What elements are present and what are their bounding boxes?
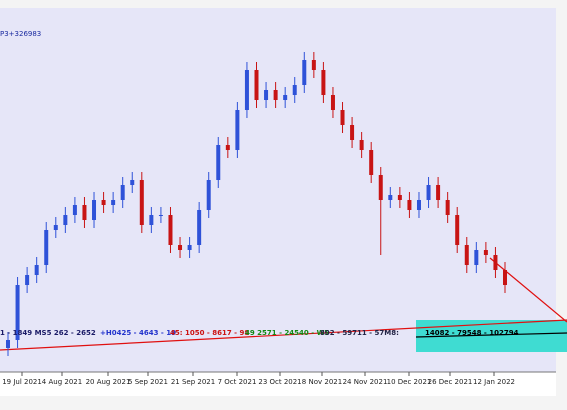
- candle-body: [273, 90, 278, 100]
- candle-body: [72, 205, 77, 215]
- candle-body: [101, 200, 106, 205]
- candle-body: [455, 215, 460, 245]
- annotation: +H0425 - 4643 - 19: [100, 329, 176, 337]
- candle-body: [474, 250, 479, 265]
- candle-body: [158, 215, 163, 216]
- candle-body: [436, 185, 441, 200]
- x-tick-label: 24 Nov 2021: [343, 378, 388, 386]
- candle-body: [149, 215, 154, 225]
- projection-line: [489, 257, 567, 323]
- candle-body: [92, 200, 97, 220]
- candle-body: [292, 85, 297, 95]
- candle-body: [111, 200, 116, 205]
- candle-body: [264, 90, 269, 100]
- x-tick-label: 26 Dec 2021: [428, 378, 473, 386]
- x-tick-label: 7 Oct 2021: [218, 378, 257, 386]
- chart-title: P3+326983: [0, 30, 41, 38]
- candle-body: [120, 185, 125, 200]
- candle-body: [187, 245, 192, 250]
- candle-body: [493, 255, 498, 270]
- candle-body: [254, 70, 259, 100]
- x-tick-label: 12 Jan 2022: [473, 378, 515, 386]
- candle-body: [34, 265, 39, 275]
- candle-body: [168, 215, 173, 245]
- candle-body: [197, 210, 202, 245]
- candle-body: [350, 125, 355, 140]
- x-tick-label: 21 Sep 2021: [171, 378, 215, 386]
- candle-body: [130, 180, 135, 185]
- candle-body: [15, 285, 20, 340]
- annotation: 14082 - 79548 - 102794: [425, 329, 519, 337]
- candle-body: [445, 200, 450, 215]
- trend-line: [0, 319, 567, 351]
- candle-body: [330, 95, 335, 110]
- annotation: 45: 1050 - 8617 - 98: [170, 329, 249, 337]
- candle-body: [464, 245, 469, 265]
- candle-body: [235, 110, 240, 150]
- annotation: 1 - 1849 MS5 262 - 2652: [0, 329, 96, 337]
- candle-body: [321, 70, 326, 95]
- candle-body: [206, 180, 211, 210]
- candle-body: [244, 70, 249, 110]
- candle-body: [44, 230, 49, 265]
- plot-area: [0, 8, 556, 372]
- candle-body: [416, 200, 421, 210]
- candle-body: [311, 60, 316, 70]
- candle-body: [139, 180, 144, 225]
- candles: [6, 52, 507, 356]
- candle-body: [6, 340, 10, 348]
- x-tick-label: 5 Sep 2021: [128, 378, 168, 386]
- x-tick-label: 10 Dec 2021: [387, 378, 432, 386]
- candle-body: [82, 205, 87, 220]
- candle-body: [283, 95, 288, 100]
- x-tick-label: 23 Oct 2021: [258, 378, 301, 386]
- candle-body: [359, 140, 364, 150]
- candle-body: [426, 185, 431, 200]
- x-tick-label: 19 Jul 2021: [2, 378, 42, 386]
- candle-body: [178, 245, 183, 250]
- candle-body: [216, 145, 221, 180]
- candle-body: [369, 150, 374, 175]
- candle-body: [340, 110, 345, 125]
- candle-body: [483, 250, 488, 255]
- level-line: [415, 332, 567, 338]
- candle-body: [388, 195, 393, 200]
- x-axis-area: [0, 372, 556, 396]
- candle-body: [25, 275, 30, 285]
- candle-body: [397, 195, 402, 200]
- candle-body: [53, 225, 58, 230]
- candle-body: [225, 145, 230, 150]
- candle-body: [503, 270, 507, 285]
- candle-body: [407, 200, 412, 210]
- x-tick-label: 8 Nov 2021: [302, 378, 342, 386]
- annotation: 802 - 59711 - 57M8:: [320, 329, 399, 337]
- x-tick-label: 20 Aug 2021: [86, 378, 131, 386]
- candle-body: [63, 215, 68, 225]
- candle-body: [302, 60, 307, 85]
- x-tick-label: 4 Aug 2021: [42, 378, 82, 386]
- candle-body: [378, 175, 383, 200]
- annotation: 49 2571 - 24540 - W5: [245, 329, 329, 337]
- annotations: 1 - 1849 MS5 262 - 2652 +H0425 - 4643 - 1…: [0, 329, 519, 337]
